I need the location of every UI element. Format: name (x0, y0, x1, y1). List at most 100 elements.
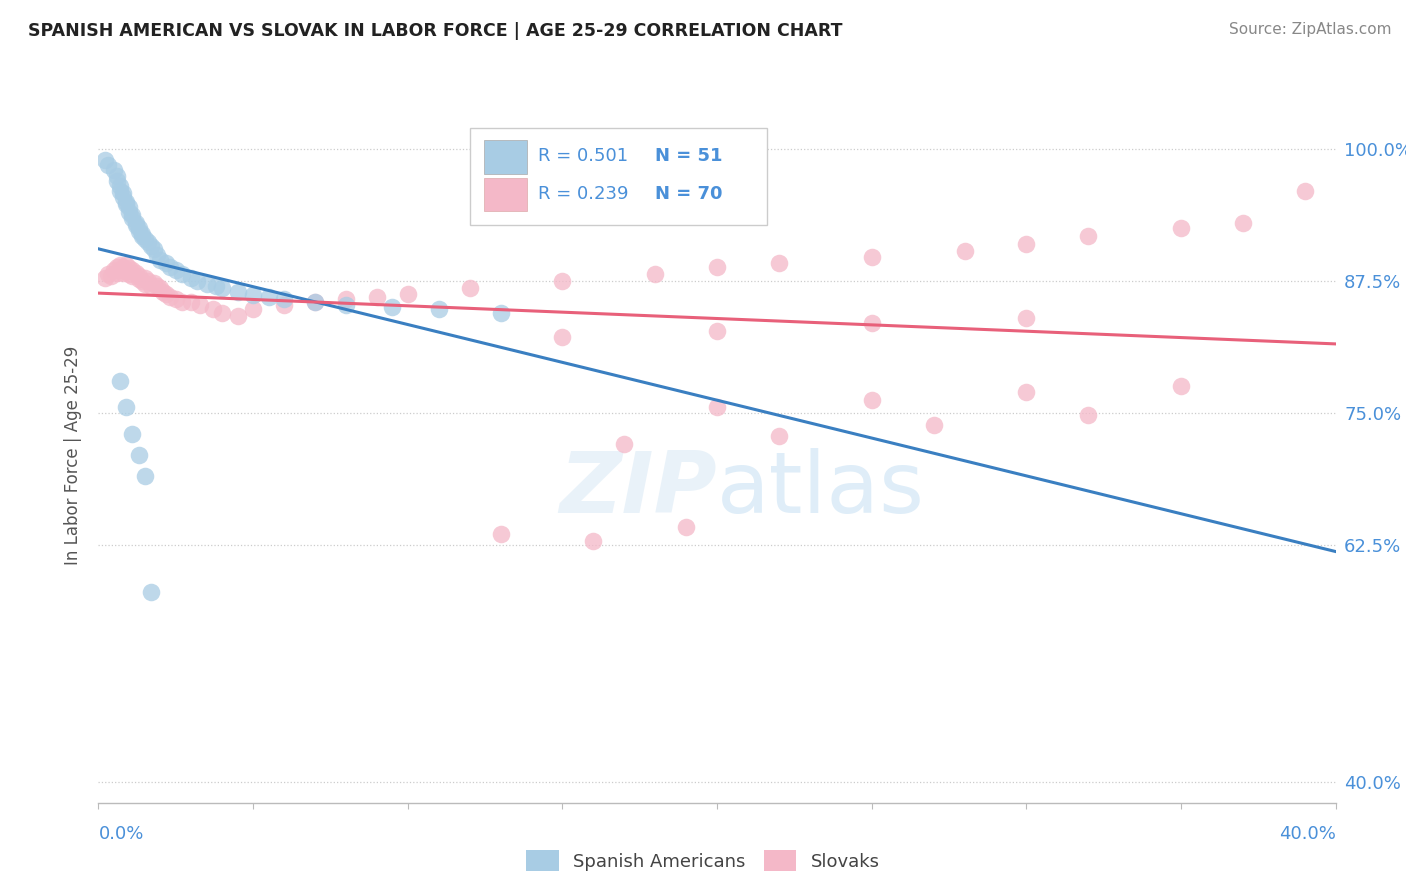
Point (108, 263, 131, 277)
Point (105, 174, 128, 188)
Point (112, 189, 135, 203)
Point (115, 264, 138, 278)
Point (134, 277, 156, 292)
Point (165, 263, 187, 277)
Point (128, 221, 150, 235)
Point (97, 158, 120, 172)
Point (128, 272, 150, 286)
Text: N = 51: N = 51 (655, 147, 723, 165)
Point (112, 186, 135, 201)
Point (128, 268, 150, 283)
Point (922, 418, 945, 433)
Point (149, 281, 172, 295)
Point (134, 469, 156, 483)
Y-axis label: In Labor Force | Age 25-29: In Labor Force | Age 25-29 (63, 345, 82, 565)
Point (257, 290, 280, 304)
Point (159, 260, 181, 275)
Point (768, 429, 790, 443)
Point (103, 163, 125, 178)
Point (396, 286, 419, 301)
Point (860, 316, 883, 330)
Point (121, 211, 143, 225)
Point (304, 295, 326, 310)
Point (551, 330, 574, 344)
Point (211, 305, 233, 319)
Point (115, 401, 138, 415)
Point (128, 448, 150, 462)
Point (706, 260, 728, 275)
Point (242, 302, 264, 317)
Point (146, 247, 169, 261)
FancyBboxPatch shape (470, 128, 766, 226)
Point (108, 374, 131, 388)
Point (170, 267, 193, 281)
Point (103, 263, 125, 277)
Point (118, 267, 141, 281)
FancyBboxPatch shape (485, 140, 526, 174)
Point (108, 258, 131, 272)
Point (706, 401, 728, 415)
Point (953, 244, 976, 259)
Point (201, 302, 224, 317)
Point (706, 324, 728, 338)
Point (1015, 310, 1038, 325)
Point (860, 250, 883, 264)
Point (100, 268, 122, 283)
Point (226, 285, 249, 299)
Text: 40.0%: 40.0% (1279, 825, 1336, 843)
Point (118, 200, 141, 214)
Point (304, 295, 326, 310)
Text: R = 0.239: R = 0.239 (537, 185, 628, 203)
Point (1170, 379, 1192, 393)
Point (136, 274, 159, 288)
Point (211, 281, 233, 295)
Point (1170, 221, 1192, 235)
Point (1232, 216, 1254, 230)
Point (128, 224, 150, 238)
Point (139, 279, 162, 293)
Text: SPANISH AMERICAN VS SLOVAK IN LABOR FORCE | AGE 25-29 CORRELATION CHART: SPANISH AMERICAN VS SLOVAK IN LABOR FORC… (28, 22, 842, 40)
Point (335, 292, 357, 306)
Point (93, 153, 115, 167)
Point (613, 437, 636, 451)
Point (675, 519, 697, 533)
Point (105, 266, 128, 280)
Point (143, 243, 166, 257)
Point (489, 527, 512, 541)
Point (1294, 185, 1316, 199)
Point (115, 197, 138, 211)
Point (190, 298, 212, 312)
Point (366, 290, 388, 304)
Point (115, 258, 138, 272)
Point (155, 286, 177, 301)
Point (582, 534, 605, 549)
Point (124, 216, 146, 230)
Point (139, 585, 162, 599)
Text: N = 70: N = 70 (655, 185, 723, 203)
Point (1015, 384, 1038, 399)
Point (121, 263, 143, 277)
Point (1015, 237, 1038, 252)
Point (121, 268, 143, 283)
Point (165, 292, 187, 306)
Point (108, 185, 131, 199)
Point (139, 239, 162, 253)
Text: R = 0.501: R = 0.501 (537, 147, 628, 165)
Text: 0.0%: 0.0% (98, 825, 143, 843)
Point (136, 235, 159, 249)
Point (105, 260, 128, 275)
Point (131, 274, 153, 288)
Point (93, 270, 115, 285)
Point (1077, 408, 1099, 422)
Point (1077, 228, 1099, 243)
Point (159, 290, 181, 304)
Point (170, 295, 193, 310)
Point (134, 232, 156, 246)
Text: Source: ZipAtlas.com: Source: ZipAtlas.com (1229, 22, 1392, 37)
Text: atlas: atlas (717, 448, 925, 532)
Point (149, 252, 172, 267)
Point (180, 270, 202, 285)
Point (118, 261, 141, 276)
Point (112, 266, 135, 280)
Point (143, 276, 166, 290)
